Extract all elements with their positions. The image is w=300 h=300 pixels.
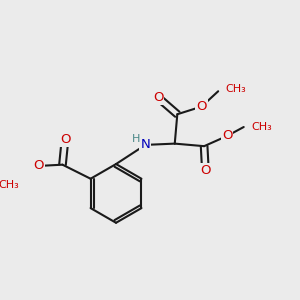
Text: O: O — [33, 160, 44, 172]
Text: CH₃: CH₃ — [251, 122, 272, 132]
Text: O: O — [196, 100, 207, 113]
Text: H: H — [131, 134, 140, 143]
Text: CH₃: CH₃ — [0, 180, 19, 190]
Text: O: O — [60, 133, 70, 146]
Text: CH₃: CH₃ — [226, 84, 247, 94]
Text: N: N — [140, 138, 150, 152]
Text: O: O — [200, 164, 211, 177]
Text: O: O — [222, 130, 232, 142]
Text: O: O — [153, 91, 164, 104]
